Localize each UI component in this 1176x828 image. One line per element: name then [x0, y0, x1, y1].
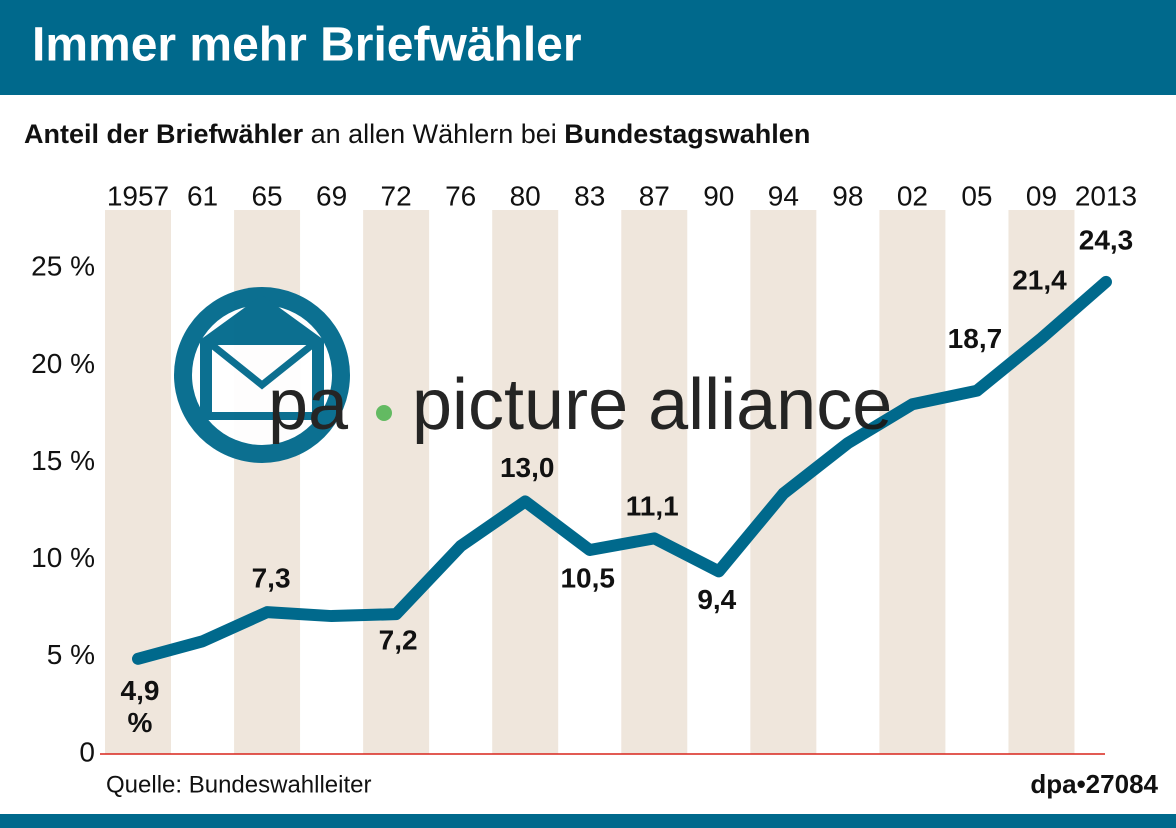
subtitle-part: Bundestagswahlen [564, 119, 810, 149]
value-label: 18,7 [948, 323, 1003, 354]
y-tick-label: 25 % [31, 251, 95, 282]
x-tick-label: 61 [187, 180, 218, 211]
x-tick-label: 87 [639, 180, 670, 211]
x-tick-label: 69 [316, 180, 347, 211]
stripe [105, 210, 171, 754]
subtitle: Anteil der Briefwähler an allen Wählern … [24, 119, 810, 149]
plot: 05 %10 %15 %20 %25 %1957 61 65 69 72 76 80 83 87… [31, 180, 1137, 767]
x-tick-label: 09 [1026, 180, 1057, 211]
stripe [621, 210, 688, 754]
value-label: 11,1 [626, 491, 679, 522]
y-tick-label: 20 % [31, 348, 95, 379]
credit: dpa•27084 [1030, 769, 1158, 799]
watermark-text: picture alliance [412, 365, 892, 445]
stripe [879, 210, 946, 754]
x-tick-label: 83 [574, 180, 605, 211]
y-tick-label: 0 [79, 736, 95, 767]
y-tick-label: 10 % [31, 542, 95, 573]
stripe [363, 210, 430, 754]
line [132, 275, 1112, 665]
value-label: 13,0 [500, 452, 555, 483]
stripe [1008, 210, 1075, 754]
y-tick-label: 5 % [47, 639, 95, 670]
source: Quelle: Bundeswahlleiter [106, 771, 372, 798]
value-label-line: % [128, 707, 153, 738]
x-tick-label: 02 [897, 180, 928, 211]
x-tick-label: 98 [832, 180, 863, 211]
value-label: 21,4 [1012, 265, 1067, 296]
y-tick-label: 15 % [31, 445, 95, 476]
watermark-icon [209, 342, 315, 390]
value-label: 24,3 [1079, 224, 1134, 255]
subtitle-part: Anteil der Briefwähler [24, 119, 304, 149]
x-tick-label: 05 [961, 180, 992, 211]
x-tick-label: 80 [510, 180, 541, 211]
watermark: pa picture alliance [174, 287, 892, 463]
x-tick-label: 65 [251, 180, 282, 211]
value-label-line: 4,9 [121, 675, 160, 706]
x-tick-label: 1957 [107, 180, 169, 211]
watermark-text: pa [268, 365, 349, 445]
value-label: 7,2 [379, 625, 418, 656]
subtitle-part: an allen Wählern bei [311, 119, 557, 149]
x-tick-label: 72 [381, 180, 412, 211]
title-bar [0, 0, 1176, 95]
x-tick-label: 2013 [1075, 180, 1137, 211]
chart-title: Immer mehr Briefwähler [32, 19, 582, 72]
value-label: 7,3 [252, 563, 291, 594]
value-label: 4,9% [121, 675, 160, 738]
value-label: 10,5 [560, 562, 615, 593]
x-tick-label: 94 [768, 180, 799, 211]
watermark-dot [376, 405, 392, 421]
value-label: 9,4 [697, 584, 736, 615]
stripe [492, 210, 559, 754]
x-tick-label: 76 [445, 180, 476, 211]
bottom-bar [0, 814, 1176, 828]
x-tick-label: 90 [703, 180, 734, 211]
